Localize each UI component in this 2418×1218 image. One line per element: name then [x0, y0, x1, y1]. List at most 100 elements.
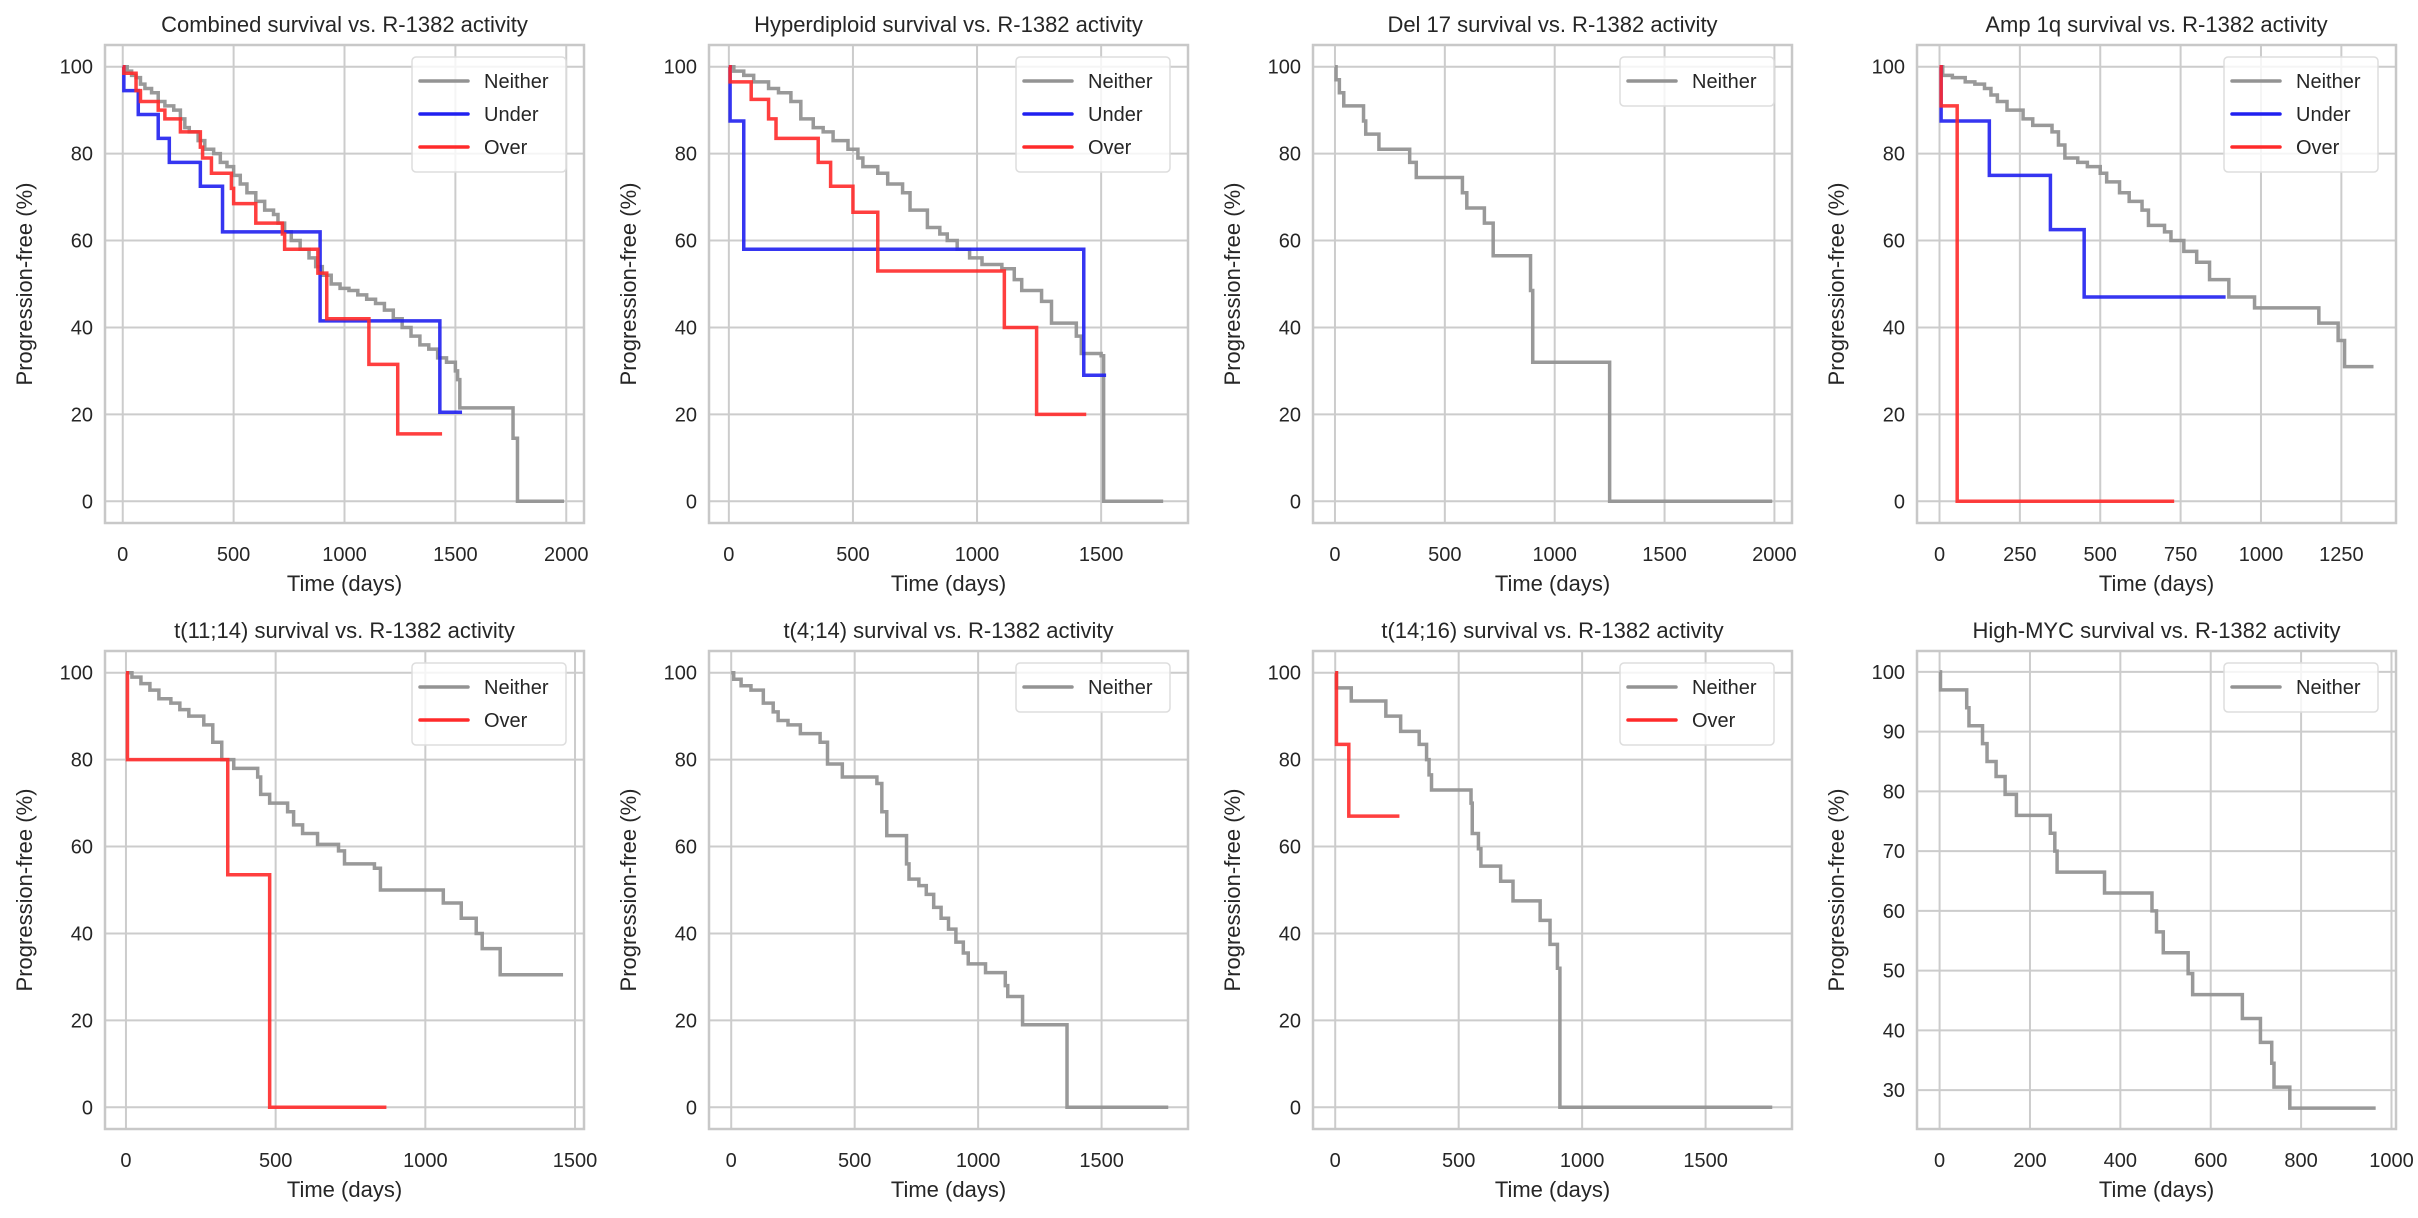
x-tick-label: 1000 [322, 544, 367, 566]
x-tick-label: 1500 [1079, 544, 1124, 566]
legend-box [411, 662, 567, 746]
legend-label: Neither [1088, 677, 1153, 699]
y-tick-label: 0 [686, 1097, 697, 1119]
axes-frame [707, 43, 1190, 525]
series-line-over [1334, 670, 1400, 818]
legend-label: Over [484, 137, 528, 159]
y-tick-label: 80 [675, 750, 697, 772]
legend-label: Under [1088, 104, 1143, 126]
y-tick-label: 20 [1279, 404, 1301, 426]
x-tick-label: 1000 [1532, 544, 1577, 566]
chart-panel-4: 0 250 500 750 1000 1250 0 20 40 60 80 100 Amp 1q sur… [1824, 12, 2398, 596]
legend-label: Over [2296, 137, 2340, 159]
legend-box [1015, 662, 1171, 713]
y-tick-label: 100 [664, 57, 697, 79]
y-tick-label: 40 [675, 923, 697, 945]
x-tick-label: 500 [2084, 544, 2117, 566]
y-tick-label: 20 [71, 1010, 93, 1032]
legend-label: Neither [2296, 677, 2361, 699]
x-tick-label: 500 [1428, 544, 1461, 566]
chart-title: Del 17 survival vs. R-1382 activity [1387, 12, 1717, 37]
y-tick-label: 20 [675, 404, 697, 426]
legend-box [1015, 56, 1171, 173]
y-tick-label: 0 [82, 1097, 93, 1119]
x-tick-label: 1000 [955, 544, 1000, 566]
x-tick-label: 0 [1934, 1150, 1945, 1172]
series-line-over [122, 64, 443, 436]
y-tick-label: 60 [675, 231, 697, 253]
y-tick-label: 0 [82, 491, 93, 513]
y-tick-label: 100 [1268, 663, 1301, 685]
y-tick-label: 80 [1279, 750, 1301, 772]
legend-label: Under [484, 104, 539, 126]
y-tick-label: 100 [60, 57, 93, 79]
x-tick-label: 1500 [553, 1150, 598, 1172]
legend: Neither Over [411, 662, 567, 746]
axes-frame [103, 43, 586, 525]
legend-label: Over [1088, 137, 1132, 159]
series-line-neither [122, 64, 565, 504]
y-tick-label: 0 [686, 491, 697, 513]
x-tick-label: 500 [838, 1150, 871, 1172]
x-tick-label: 1500 [433, 544, 478, 566]
legend-label: Neither [2296, 71, 2361, 93]
x-axis-label: Time (days) [891, 571, 1006, 596]
y-axis-label: Progression-free (%) [1824, 789, 1849, 992]
chart-panel-1: 0 500 1000 1500 2000 0 20 40 60 80 100 Combined sur… [12, 12, 589, 596]
chart-panel-3: 0 500 1000 1500 2000 0 20 40 60 80 100 Del 17 survi… [1220, 12, 1797, 596]
axes-frame [103, 649, 586, 1131]
y-tick-label: 80 [1279, 144, 1301, 166]
x-tick-label: 400 [2104, 1150, 2137, 1172]
x-tick-label: 1000 [1560, 1150, 1605, 1172]
x-axis-label: Time (days) [1495, 571, 1610, 596]
legend-box [411, 56, 567, 173]
x-tick-label: 0 [117, 544, 128, 566]
chart-title: Amp 1q survival vs. R-1382 activity [1985, 12, 2327, 37]
x-tick-label: 1000 [2239, 544, 2284, 566]
y-tick-label: 40 [1279, 317, 1301, 339]
y-tick-label: 100 [60, 663, 93, 685]
x-tick-label: 1000 [2369, 1150, 2414, 1172]
y-axis-label: Progression-free (%) [1220, 789, 1245, 992]
x-tick-label: 1250 [2319, 544, 2364, 566]
y-tick-label: 40 [1279, 923, 1301, 945]
axes-frame [1915, 43, 2398, 525]
x-tick-label: 500 [1442, 1150, 1475, 1172]
legend-label: Over [1692, 710, 1736, 732]
y-tick-label: 50 [1883, 961, 1905, 983]
y-axis-label: Progression-free (%) [616, 183, 641, 386]
x-tick-label: 500 [259, 1150, 292, 1172]
series-line-under [1939, 64, 2226, 299]
y-tick-label: 80 [675, 144, 697, 166]
y-tick-label: 0 [1894, 491, 1905, 513]
chart-title: High-MYC survival vs. R-1382 activity [1973, 618, 2341, 643]
y-tick-label: 20 [1883, 404, 1905, 426]
axes-frame [707, 649, 1190, 1131]
y-tick-label: 40 [1883, 317, 1905, 339]
x-tick-label: 1000 [956, 1150, 1001, 1172]
y-tick-label: 20 [71, 404, 93, 426]
y-tick-label: 40 [675, 317, 697, 339]
y-tick-label: 70 [1883, 841, 1905, 863]
series-line-neither [1939, 64, 2374, 369]
axes-frame [1311, 649, 1794, 1131]
legend: Neither Over [1619, 662, 1775, 746]
x-tick-label: 0 [120, 1150, 131, 1172]
x-axis-label: Time (days) [1495, 1177, 1610, 1202]
x-tick-label: 750 [2164, 544, 2197, 566]
legend-label: Neither [1088, 71, 1153, 93]
chart-title: t(14;16) survival vs. R-1382 activity [1381, 618, 1723, 643]
legend-label: Over [484, 710, 528, 732]
x-tick-label: 0 [723, 544, 734, 566]
legend-box [2223, 662, 2379, 713]
chart-title: Hyperdiploid survival vs. R-1382 activit… [754, 12, 1143, 37]
x-tick-label: 0 [1330, 1150, 1341, 1172]
y-tick-label: 40 [71, 923, 93, 945]
x-tick-label: 1500 [1642, 544, 1687, 566]
legend: Neither Under Over [411, 56, 567, 173]
x-tick-label: 0 [1329, 544, 1340, 566]
y-axis-label: Progression-free (%) [1220, 183, 1245, 386]
y-axis-label: Progression-free (%) [12, 183, 37, 386]
series-line-neither [1334, 670, 1773, 1110]
